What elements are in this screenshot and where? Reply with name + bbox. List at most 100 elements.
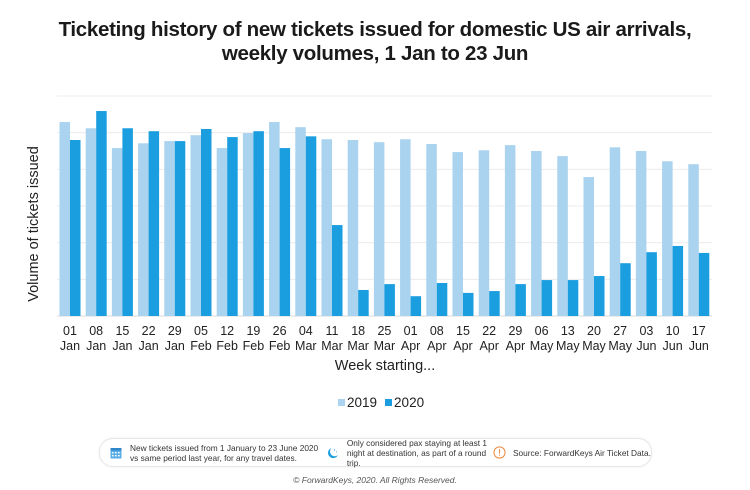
bar-2020-25-mar (384, 284, 395, 316)
bar-2020-19-feb (253, 131, 264, 316)
bar-2019-27-may (609, 147, 621, 316)
x-tick-month: Apr (506, 339, 525, 353)
bar-2019-20-may (583, 177, 594, 316)
x-tick-day: 17 (692, 324, 706, 338)
bar-2020-03-jun (646, 252, 657, 316)
legend-item-2019: 2019 (338, 395, 377, 410)
bar-2019-06-may (531, 151, 542, 316)
x-tick-day: 20 (587, 324, 601, 338)
x-tick-month: Jan (112, 339, 132, 353)
warning-icon (492, 446, 506, 460)
x-tick-day: 25 (377, 324, 391, 338)
bar-2020-10-jun (672, 245, 684, 316)
x-tick-day: 29 (168, 324, 182, 338)
x-tick-day: 15 (456, 324, 470, 338)
bar-2019-15-jan (111, 148, 123, 316)
note-stay-condition-line-1: Only considered pax staying at least 1 (346, 437, 488, 448)
note-date-range-line-2: vs same period last year, for any travel… (130, 452, 297, 463)
x-tick-day: 19 (246, 324, 260, 338)
copyright: © ForwardKeys, 2020. All Rights Reserved… (293, 475, 457, 485)
bar-2019-22-jan (138, 143, 149, 316)
x-tick-day: 26 (273, 324, 287, 338)
bar-2019-04-mar (295, 127, 306, 317)
x-tick-month: Jan (139, 339, 159, 353)
bar-2019-13-may (557, 156, 568, 316)
bar-2019-08-apr (426, 144, 437, 316)
x-tick-month: May (608, 339, 632, 353)
x-tick-month: Feb (243, 339, 265, 353)
bar-2020-20-may (594, 276, 605, 316)
x-tick-day: 03 (639, 324, 653, 338)
bar-2019-03-jun (635, 151, 647, 316)
x-tick-day: 29 (508, 324, 522, 338)
bar-2020-22-apr (489, 291, 500, 316)
x-tick-month: Feb (190, 339, 212, 353)
x-tick-day: 08 (89, 324, 103, 338)
x-tick-day: 01 (63, 324, 77, 338)
y-axis-label: Volume of tickets issued (26, 146, 42, 302)
x-tick-day: 01 (404, 324, 418, 338)
bar-2020-12-feb (227, 137, 238, 316)
bar-2020-22-jan (148, 131, 160, 316)
bar-2020-08-jan (96, 111, 107, 317)
bar-2019-11-mar (321, 139, 332, 316)
x-tick-month: May (582, 339, 606, 353)
bar-2019-19-feb (242, 133, 254, 316)
bar-2019-26-feb (269, 122, 280, 317)
bar-2020-27-may (620, 263, 631, 316)
x-tick-month: Mar (374, 339, 396, 353)
bar-2019-18-mar (347, 140, 359, 316)
x-tick-month: Jun (663, 339, 683, 353)
note-source: Source: ForwardKeys Air Ticket Data. (492, 446, 651, 460)
bar-2020-08-apr (436, 283, 448, 316)
bar-2020-04-mar (305, 136, 317, 316)
bar-2020-01-apr (410, 296, 422, 316)
x-tick-labels: 01Jan08Jan15Jan22Jan29Jan05Feb12Feb19Feb… (60, 324, 709, 353)
x-tick-month: Mar (321, 339, 343, 353)
x-tick-day: 10 (666, 324, 680, 338)
x-tick-day: 13 (561, 324, 575, 338)
x-tick-month: Mar (295, 339, 317, 353)
bar-2020-01-jan (70, 140, 81, 316)
x-tick-day: 27 (613, 324, 627, 338)
bar-2020-29-jan (174, 141, 186, 316)
x-tick-day: 04 (299, 324, 313, 338)
note-stay-condition-line-2: night at destination, as part of a round… (346, 447, 487, 468)
x-tick-month: Feb (269, 339, 291, 353)
bars (59, 111, 710, 317)
legend-label-2020: 2020 (394, 395, 425, 410)
x-tick-day: 15 (115, 324, 129, 338)
x-tick-month: Jan (60, 339, 80, 353)
x-tick-month: Apr (401, 339, 420, 353)
bar-2019-29-jan (164, 141, 175, 316)
x-tick-day: 22 (482, 324, 496, 338)
note-date-range: New tickets issued from 1 January to 23 … (109, 443, 323, 463)
bar-2019-17-jun (688, 164, 699, 316)
x-tick-month: Apr (479, 339, 498, 353)
x-tick-month: Apr (453, 339, 472, 353)
bar-2019-15-apr (452, 152, 463, 316)
bar-2019-25-mar (373, 142, 385, 316)
x-tick-month: Jan (86, 339, 106, 353)
bar-2020-05-feb (201, 129, 212, 316)
x-tick-month: Jun (689, 339, 709, 353)
moon-icon (327, 446, 340, 460)
calendar-icon (109, 446, 123, 460)
x-tick-month: May (530, 339, 554, 353)
bar-2020-17-jun (698, 252, 710, 316)
bar-2019-01-jan (59, 122, 70, 317)
bar-2019-12-feb (216, 148, 228, 316)
bar-2020-11-mar (332, 225, 343, 316)
x-tick-month: May (556, 339, 580, 353)
legend-item-2020: 2020 (385, 395, 424, 410)
legend-swatch-2019 (338, 399, 345, 406)
x-tick-month: Jan (165, 339, 185, 353)
chart-title-line-1: Ticketing history of new tickets issued … (58, 18, 692, 41)
x-tick-day: 11 (326, 324, 339, 338)
chart-title: Ticketing history of new tickets issued … (0, 18, 750, 66)
x-tick-month: Mar (347, 339, 369, 353)
bar-2019-01-apr (400, 139, 411, 316)
bar-2019-05-feb (190, 135, 201, 316)
note-date-range-line-1: New tickets issued from 1 January to 23 … (130, 442, 319, 453)
